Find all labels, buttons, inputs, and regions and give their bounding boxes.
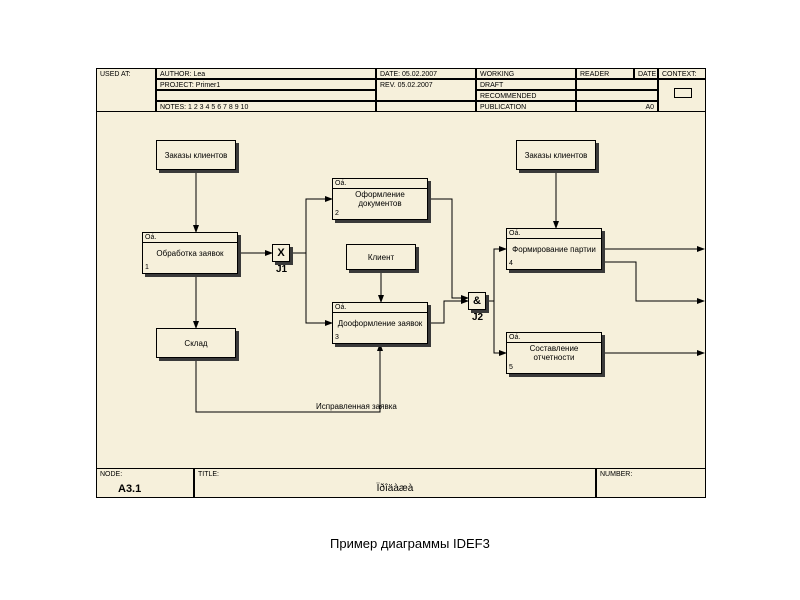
node-type-tag: Oá. — [509, 334, 520, 342]
node-number: 1 — [145, 264, 149, 272]
node-number: 3 — [335, 334, 339, 342]
node-n_orders1: Заказы клиентов — [156, 140, 236, 170]
junction-symbol: & — [468, 292, 486, 310]
node-label: Дооформление заявокOá.3 — [332, 302, 428, 344]
node-type-tag: Oá. — [335, 304, 346, 312]
header-cell-author: AUTHOR: Lea — [156, 68, 376, 79]
node-label: Заказы клиентов — [516, 140, 596, 170]
junction-j1: XJ1 — [272, 244, 290, 262]
node-n_report: Составление отчетностиOá.5 — [506, 332, 602, 374]
header-reader-row-0 — [576, 79, 658, 90]
edge-4 — [290, 199, 332, 253]
node-label: Формирование партииOá.4 — [506, 228, 602, 270]
header-cell-date: DATE: 05.02.2007 — [376, 68, 476, 79]
node-label: Заказы клиентов — [156, 140, 236, 170]
header-cell-dateh: DATE — [634, 68, 658, 79]
free-label-0: Исправленная заявка — [316, 402, 397, 411]
edge-8 — [428, 199, 468, 298]
node-n_client: Клиент — [346, 244, 416, 270]
node-type-tag: Oá. — [145, 234, 156, 242]
node-number: 5 — [509, 364, 513, 372]
header-cell-rev: REV. 05.02.2007 — [376, 79, 476, 101]
edge-7 — [428, 301, 468, 323]
junction-j2: &J2 — [468, 292, 486, 310]
junction-label: J2 — [472, 312, 483, 323]
edge-14 — [602, 262, 704, 301]
node-number: 2 — [335, 210, 339, 218]
edge-9 — [486, 249, 506, 301]
node-n_process: Обработка заявокOá.1 — [142, 232, 238, 274]
header-cell-draft: DRAFT — [476, 79, 576, 90]
header-reader-row-1 — [576, 90, 658, 101]
node-type-tag: Oá. — [335, 180, 346, 188]
edge-10 — [486, 301, 506, 353]
junction-label: J1 — [276, 264, 287, 275]
header-cell-public: PUBLICATION — [476, 101, 576, 112]
node-type-tag: Oá. — [509, 230, 520, 238]
header-reader-row-2: A0 — [576, 101, 658, 112]
node-number: 4 — [509, 260, 513, 268]
titleblock-title: TITLE:Ïðîäàæà — [194, 468, 596, 498]
node-n_orders2: Заказы клиентов — [516, 140, 596, 170]
header-cell-context_body — [658, 79, 706, 112]
node-label: Составление отчетностиOá.5 — [506, 332, 602, 374]
titleblock-number: NUMBER: — [596, 468, 706, 498]
node-n_stock: Склад — [156, 328, 236, 358]
header-cell-reader: READER — [576, 68, 634, 79]
header-cell-working: WORKING — [476, 68, 576, 79]
node-n_doof: Дооформление заявокOá.3 — [332, 302, 428, 344]
header-cell-used_at: USED AT: — [96, 68, 156, 112]
node-n_docs: Оформление документовOá.2 — [332, 178, 428, 220]
node-label: Обработка заявокOá.1 — [142, 232, 238, 274]
header-cell-blank1 — [156, 90, 376, 101]
header-cell-blank2 — [376, 101, 476, 112]
node-label: Клиент — [346, 244, 416, 270]
node-label: Оформление документовOá.2 — [332, 178, 428, 220]
figure-caption: Пример диаграммы IDEF3 — [330, 536, 490, 551]
header-cell-project: PROJECT: Primer1 — [156, 79, 376, 90]
node-label: Склад — [156, 328, 236, 358]
node-n_batch: Формирование партииOá.4 — [506, 228, 602, 270]
edge-5 — [290, 253, 332, 323]
titleblock-node: NODE:A3.1 — [96, 468, 194, 498]
header-cell-recomm: RECOMMENDED — [476, 90, 576, 101]
header-cell-notes: NOTES: 1 2 3 4 5 6 7 8 9 10 — [156, 101, 376, 112]
junction-symbol: X — [272, 244, 290, 262]
header-cell-context: CONTEXT: — [658, 68, 706, 79]
